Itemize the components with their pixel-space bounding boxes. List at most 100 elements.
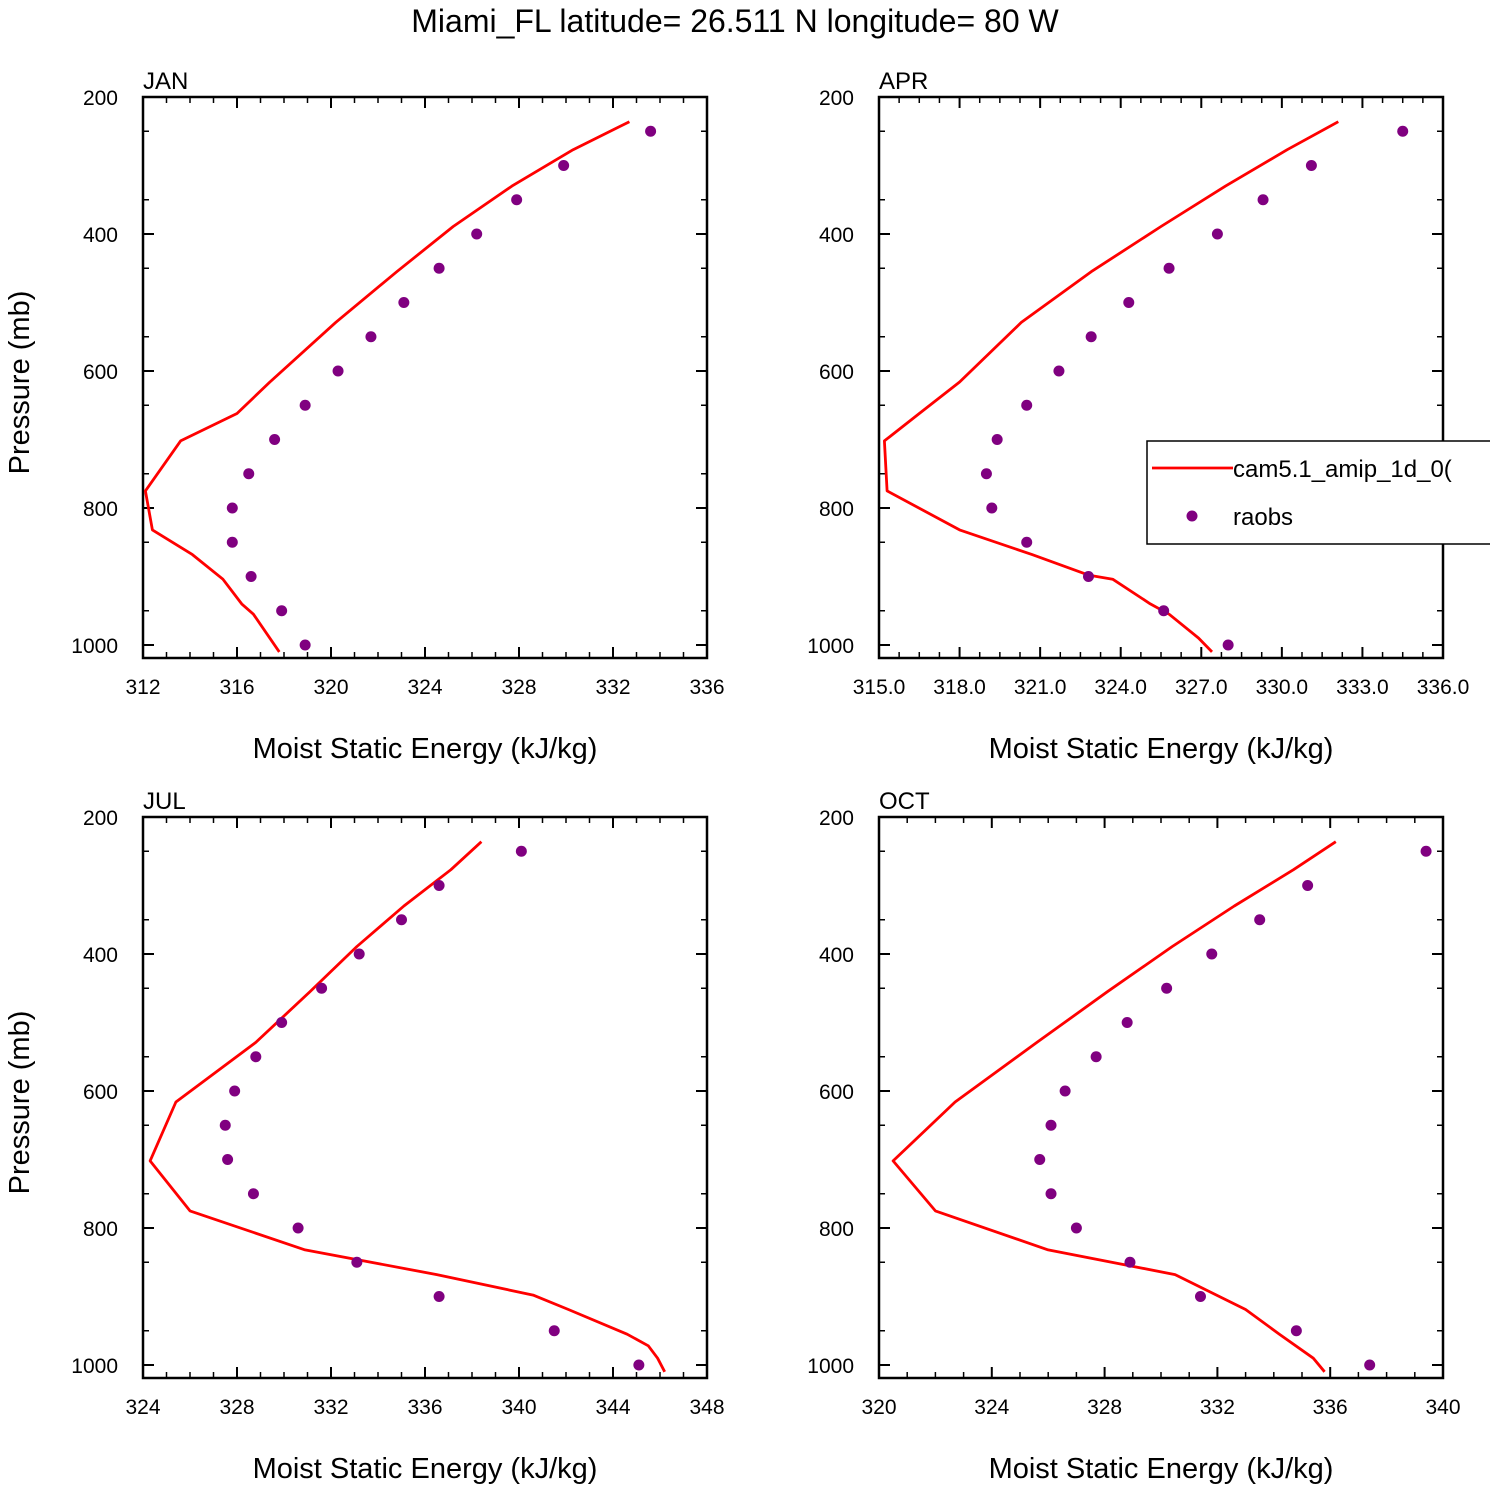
obs-point — [292, 1222, 304, 1234]
obs-point — [1070, 1222, 1082, 1234]
x-tick-label: 328 — [501, 676, 536, 699]
y-tick-label: 800 — [83, 1218, 118, 1241]
obs-point — [433, 262, 445, 274]
y-tick-label: 400 — [819, 224, 854, 247]
x-tick-label: 312 — [125, 676, 160, 699]
obs-point — [511, 194, 523, 206]
y-axis-label: Pressure (mb) — [4, 291, 36, 475]
y-tick-label: 400 — [83, 224, 118, 247]
panel-title: OCT — [879, 788, 930, 815]
obs-point — [433, 880, 445, 891]
obs-point — [299, 399, 311, 411]
y-axis-label: Pressure (mb) — [4, 1011, 36, 1195]
y-tick-label: 200 — [819, 87, 854, 110]
obs-point — [1034, 1154, 1046, 1165]
y-tick-label: 600 — [83, 1081, 118, 1104]
x-tick-label: 320 — [313, 676, 348, 699]
obs-point — [398, 297, 410, 308]
obs-point — [471, 228, 483, 240]
obs-point — [365, 331, 377, 343]
model-line — [143, 120, 631, 653]
x-axis-label: Moist Static Energy (kJ/kg) — [989, 1453, 1334, 1485]
y-tick-label: 1000 — [71, 1355, 118, 1378]
obs-point — [558, 160, 570, 171]
y-tick-label: 200 — [819, 807, 854, 830]
chart-panels: JAN 312 316 320 324 328 332 336 200 400 600 800 1000… — [4, 68, 1469, 1485]
plot-data — [883, 120, 1409, 653]
obs-point — [250, 1051, 262, 1063]
obs-point — [1397, 125, 1409, 137]
plot-data — [143, 120, 657, 653]
obs-point — [353, 948, 365, 960]
obs-point — [548, 1325, 560, 1337]
obs-point — [229, 1085, 241, 1097]
obs-point — [276, 605, 288, 617]
obs-point — [1364, 1359, 1376, 1371]
obs-point — [1021, 399, 1033, 411]
obs-point — [243, 468, 255, 480]
obs-point — [1161, 982, 1173, 994]
obs-point — [351, 1256, 363, 1268]
x-axis-label: Moist Static Energy (kJ/kg) — [253, 733, 598, 765]
y-tick-label: 1000 — [807, 635, 854, 658]
obs-point — [1290, 1325, 1302, 1337]
obs-point — [222, 1154, 234, 1165]
y-tick-label: 200 — [83, 87, 118, 110]
obs-point — [1222, 639, 1234, 651]
legend-model-label: cam5.1_amip_1d_0( — [1233, 456, 1452, 483]
x-tick-label: 321.0 — [1014, 676, 1067, 699]
x-tick-label: 320 — [861, 1396, 896, 1419]
obs-point — [1302, 880, 1314, 891]
obs-point — [1254, 914, 1266, 926]
x-tick-label: 324.0 — [1094, 676, 1147, 699]
obs-point — [1121, 1017, 1133, 1028]
panel-title: JAN — [143, 68, 188, 95]
x-axis-label: Moist Static Energy (kJ/kg) — [989, 733, 1334, 765]
y-tick-label: 400 — [83, 944, 118, 967]
obs-point — [299, 639, 311, 651]
x-tick-label: 332 — [595, 676, 630, 699]
obs-point — [1059, 1085, 1071, 1097]
panel-title: APR — [879, 68, 928, 95]
x-tick-label: 324 — [407, 676, 442, 699]
x-tick-label: 315.0 — [853, 676, 906, 699]
x-tick-label: 348 — [689, 1396, 724, 1419]
figure-title: Miami_FL latitude= 26.511 N longitude= 8… — [411, 3, 1059, 39]
obs-point — [980, 468, 992, 480]
obs-point — [1021, 536, 1033, 548]
x-tick-label: 340 — [501, 1396, 536, 1419]
y-tick-label: 1000 — [807, 1355, 854, 1378]
obs-point — [1090, 1051, 1102, 1063]
model-line — [148, 840, 666, 1373]
obs-point — [245, 571, 257, 582]
obs-point — [1085, 331, 1097, 343]
panel-title: JUL — [143, 788, 186, 815]
y-tick-label: 800 — [819, 1218, 854, 1241]
model-line — [891, 840, 1337, 1373]
x-tick-label: 318.0 — [933, 676, 986, 699]
x-tick-label: 328 — [1087, 1396, 1122, 1419]
obs-point — [645, 125, 657, 137]
obs-point — [247, 1188, 259, 1200]
obs-point — [515, 845, 527, 857]
obs-point — [396, 914, 407, 926]
plot-frame — [141, 95, 709, 660]
obs-point — [1053, 365, 1065, 377]
panel-jan: JAN 312 316 320 324 328 332 336 200 400 600 800 1000… — [4, 68, 725, 765]
x-tick-label: 336 — [689, 676, 724, 699]
x-tick-label: 336 — [407, 1396, 442, 1419]
obs-point — [1163, 262, 1175, 274]
x-tick-label: 327.0 — [1175, 676, 1228, 699]
x-tick-label: 333.0 — [1336, 676, 1389, 699]
obs-point — [1123, 297, 1135, 308]
panel-oct: OCT 320 324 328 332 336 340 200 400 600 800 1000 Moi… — [807, 788, 1460, 1485]
obs-point — [226, 536, 238, 548]
y-tick-label: 600 — [83, 361, 118, 384]
y-tick-label: 800 — [83, 498, 118, 521]
y-tick-label: 200 — [83, 807, 118, 830]
obs-point — [316, 982, 328, 994]
x-tick-label: 336.0 — [1417, 676, 1470, 699]
obs-point — [433, 1291, 445, 1302]
x-tick-label: 340 — [1425, 1396, 1460, 1419]
